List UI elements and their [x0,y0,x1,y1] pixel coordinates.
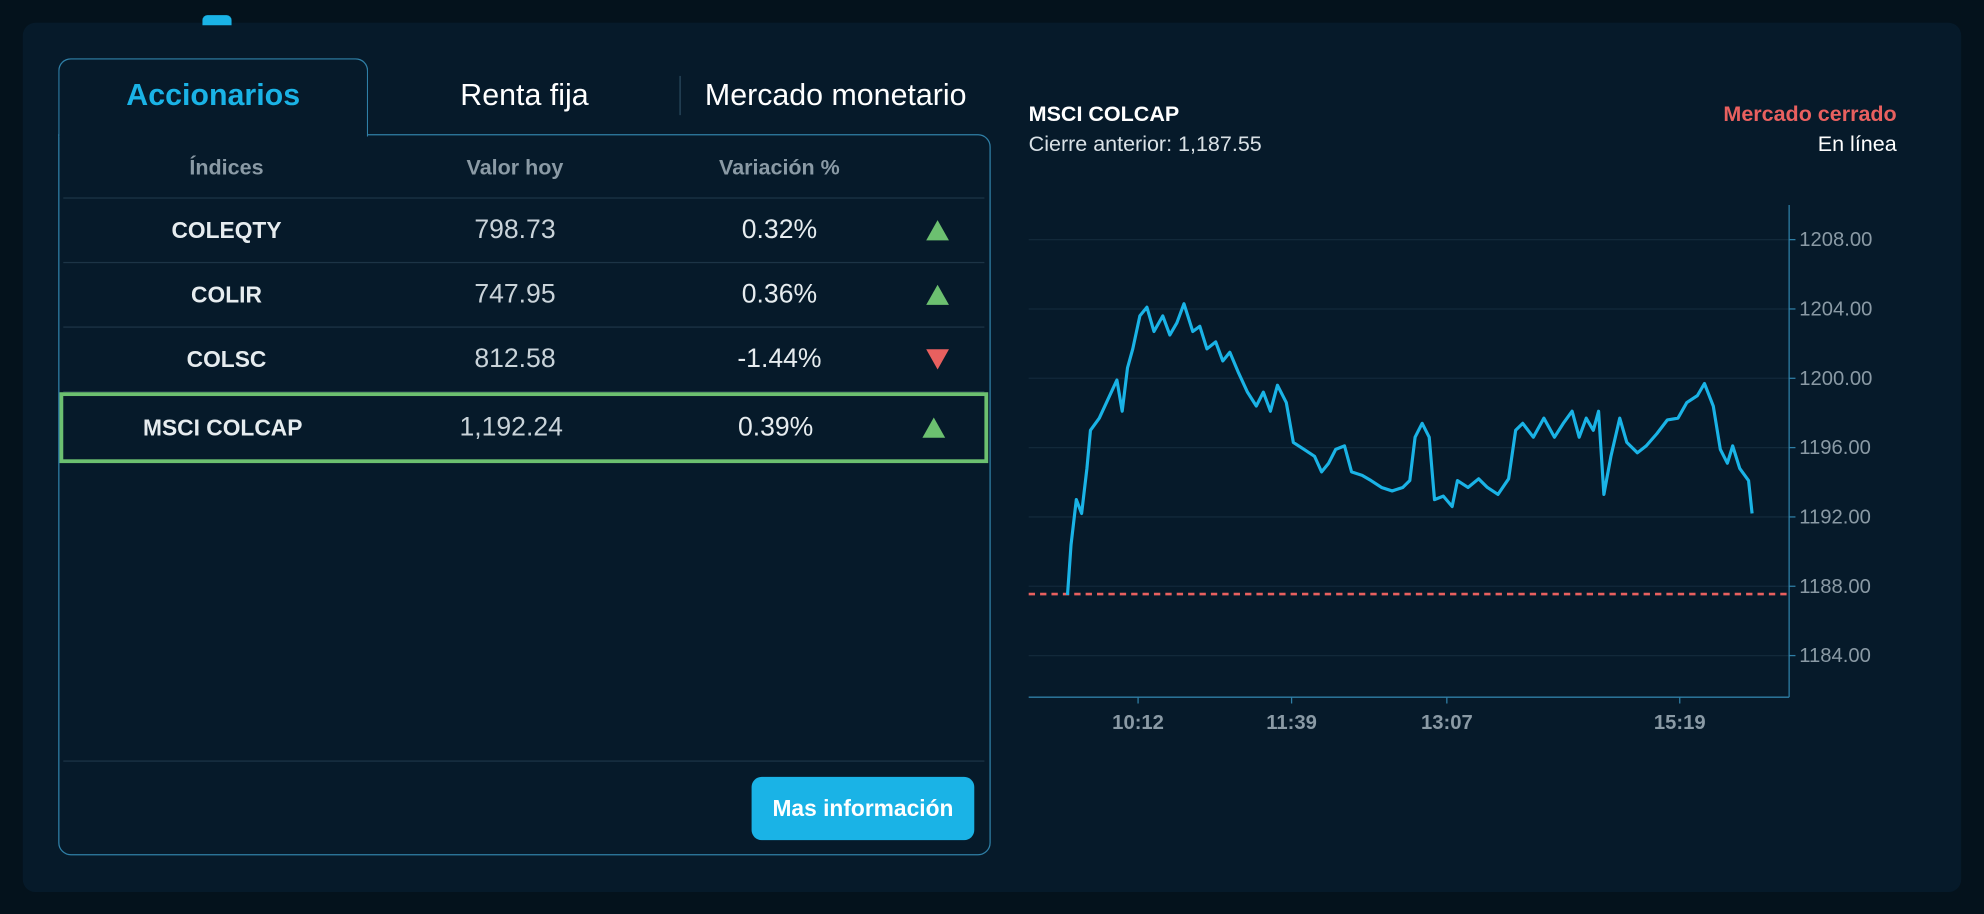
connection-status: En línea [1818,132,1897,156]
panel [22,22,1962,893]
index-value: 798.73 [474,215,556,245]
index-card [58,134,991,856]
table-body: COLEQTY 798.73 0.32% COLIR 747.95 0.36% COLSC 8… [59,199,989,464]
table-header: Índices Valor hoy Variación % [63,139,985,199]
trend-arrow [925,263,950,326]
y-tick-label: 1204.00 [1799,299,1872,321]
trend-arrow [925,328,950,391]
x-tick-label: 15:19 [1654,712,1706,734]
trend-triangle [926,349,949,370]
column-header: Valor hoy [466,155,564,180]
trend-arrow [921,396,946,459]
column-header: Índices [189,155,264,180]
index-variation: -1.44% [737,344,822,374]
trend-icon [926,349,949,370]
table-row[interactable]: MSCI COLCAP 1,192.24 0.39% [59,392,989,464]
x-tick-label: 10:12 [1112,712,1164,734]
index-variation: 0.36% [741,279,818,309]
market-status: Mercado cerrado [1723,102,1896,126]
trend-icon [922,417,946,438]
column-header: Variación % [719,155,840,180]
index-name: COLSC [186,346,267,372]
x-tick-label: 11:39 [1266,712,1317,734]
y-tick-label: 1208.00 [1799,229,1872,251]
scroll-knob [202,15,232,26]
table-row[interactable]: COLIR 747.95 0.36% [63,263,985,328]
y-tick-label: 1200.00 [1799,368,1872,390]
active-tab-frame [58,58,369,137]
trend-arrow [925,199,950,262]
trend-icon [926,220,949,241]
more-info-button[interactable]: Mas información [751,776,975,841]
trend-triangle [922,417,946,438]
trend-icon [926,284,949,305]
y-tick-label: 1196.00 [1799,437,1871,459]
y-tick-label: 1184.00 [1799,645,1871,667]
index-value: 1,192.24 [459,412,563,442]
table-row[interactable]: COLEQTY 798.73 0.32% [63,199,985,264]
index-name: COLIR [191,281,262,307]
tab[interactable]: Mercado monetario [704,78,967,113]
index-variation: 0.39% [737,412,814,442]
tab[interactable]: Accionarios [126,78,301,113]
trend-triangle [926,220,949,241]
trend-triangle [926,284,949,305]
index-name: MSCI COLCAP [142,414,303,440]
index-name: COLEQTY [171,216,282,243]
chart-subtitle: Cierre anterior: 1,187.55 [1029,132,1262,156]
index-value: 812.58 [474,344,556,374]
x-tick-label: 13:07 [1421,712,1473,734]
y-tick-label: 1188.00 [1799,576,1871,598]
table-row[interactable]: COLSC 812.58 -1.44% [63,328,985,393]
chart-title: MSCI COLCAP [1029,102,1179,126]
tab[interactable]: Renta fija [460,78,589,113]
index-variation: 0.32% [741,215,818,245]
tab-divider [679,75,681,116]
index-value: 747.95 [474,279,556,309]
price-line [1065,302,1754,596]
table-footer-line [63,760,985,762]
y-tick-label: 1192.00 [1799,507,1871,529]
